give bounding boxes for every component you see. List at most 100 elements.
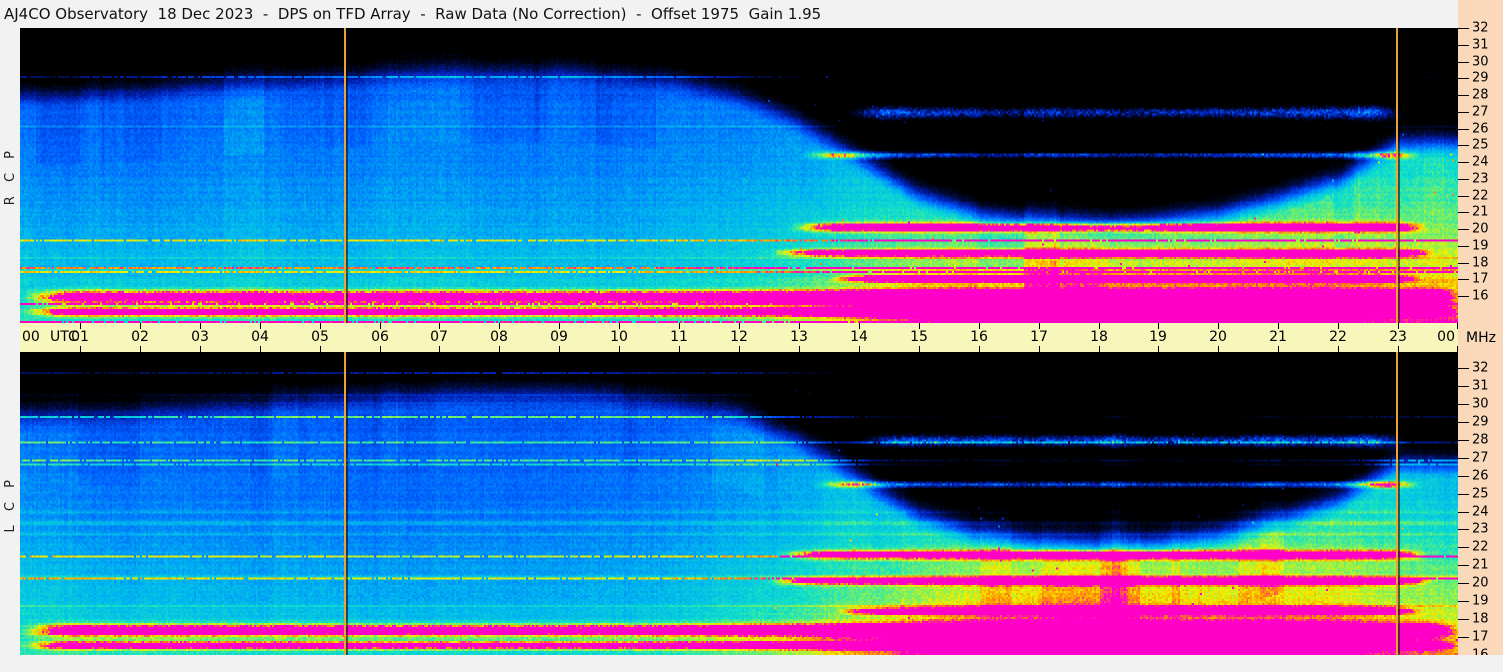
time-axis-label: 17 <box>1030 329 1048 345</box>
frequency-axis-label: 25 <box>1472 137 1489 153</box>
frequency-axis-label: 18 <box>1472 611 1489 627</box>
time-axis-label: 10 <box>610 329 628 345</box>
time-axis-label: 20 <box>1209 329 1227 345</box>
time-axis-label: 02 <box>131 329 149 345</box>
spectrogram-panel-rcp[interactable] <box>20 28 1458 323</box>
time-tick <box>80 323 81 329</box>
frequency-units-label: MHz <box>1466 330 1496 346</box>
time-tick <box>1278 323 1279 329</box>
frequency-tick <box>1458 458 1469 459</box>
time-axis-label: 11 <box>670 329 688 345</box>
frequency-tick <box>1458 476 1469 477</box>
time-tick <box>1457 346 1458 352</box>
time-tick <box>559 323 560 329</box>
time-axis-label: 15 <box>910 329 928 345</box>
time-tick <box>380 346 381 352</box>
frequency-axis-label: 32 <box>1472 20 1489 36</box>
page-title: AJ4CO Observatory 18 Dec 2023 - DPS on T… <box>4 4 822 23</box>
frequency-tick <box>1458 494 1469 495</box>
frequency-axis-label: 24 <box>1472 154 1489 170</box>
frequency-axis-label: 25 <box>1472 486 1489 502</box>
time-tick <box>499 346 500 352</box>
time-tick <box>799 346 800 352</box>
time-axis-label: 13 <box>790 329 808 345</box>
frequency-tick <box>1458 547 1469 548</box>
frequency-tick <box>1458 296 1469 297</box>
frequency-tick <box>1458 212 1469 213</box>
frequency-axis-label: 18 <box>1472 255 1489 271</box>
time-axis-label: 22 <box>1329 329 1347 345</box>
time-tick <box>739 323 740 329</box>
frequency-axis-label: 22 <box>1472 539 1489 555</box>
time-axis-label: 16 <box>970 329 988 345</box>
time-axis-label: 00 <box>22 329 40 345</box>
frequency-tick <box>1458 145 1469 146</box>
frequency-tick <box>1458 619 1469 620</box>
frequency-tick <box>1458 512 1469 513</box>
title-bar: AJ4CO Observatory 18 Dec 2023 - DPS on T… <box>0 0 1503 27</box>
frequency-axis-label: 27 <box>1472 104 1489 120</box>
spectrogram-canvas-rcp[interactable] <box>20 28 1458 323</box>
time-tick <box>1099 346 1100 352</box>
frequency-tick <box>1458 404 1469 405</box>
frequency-axis-label: 17 <box>1472 629 1489 645</box>
time-tick <box>859 323 860 329</box>
frequency-axis-label: 16 <box>1472 288 1489 304</box>
frequency-axis-label: 19 <box>1472 238 1489 254</box>
time-tick <box>200 346 201 352</box>
time-axis-label: 08 <box>490 329 508 345</box>
time-axis-label: 01 <box>71 329 89 345</box>
time-axis[interactable]: 00 01 02 03 04 05 06 07 08 09 10 11 12 13 14 15 16 17 18 19… <box>20 323 1458 352</box>
polarization-label-rcp-text: R C P <box>2 145 18 206</box>
frequency-tick <box>1458 179 1469 180</box>
time-tick <box>260 346 261 352</box>
frequency-tick <box>1458 78 1469 79</box>
frequency-axis-label: 27 <box>1472 450 1489 466</box>
frequency-axis-rcp: 32 31 30 29 28 27 26 25 24 23 22 21 20 19 18 17 16 <box>1458 0 1503 323</box>
frequency-axis-label: 20 <box>1472 575 1489 591</box>
time-tick <box>559 346 560 352</box>
frequency-axis-label: 29 <box>1472 70 1489 86</box>
time-tick <box>320 346 321 352</box>
frequency-tick <box>1458 386 1469 387</box>
frequency-axis-label: 22 <box>1472 188 1489 204</box>
frequency-tick <box>1458 28 1469 29</box>
time-tick <box>439 323 440 329</box>
time-tick <box>140 323 141 329</box>
spectrogram-panel-lcp[interactable] <box>20 352 1458 655</box>
frequency-tick <box>1458 129 1469 130</box>
frequency-tick <box>1458 601 1469 602</box>
time-tick <box>1039 346 1040 352</box>
time-axis-label: 04 <box>251 329 269 345</box>
time-axis-label: 00 <box>1437 329 1455 345</box>
time-tick <box>80 346 81 352</box>
frequency-axis-label: 17 <box>1472 271 1489 287</box>
spectrogram-canvas-lcp[interactable] <box>20 352 1458 655</box>
frequency-axis-label: 20 <box>1472 221 1489 237</box>
time-tick <box>1039 323 1040 329</box>
frequency-tick <box>1458 279 1469 280</box>
time-tick <box>1398 346 1399 352</box>
time-axis-label: 09 <box>550 329 568 345</box>
time-tick <box>140 346 141 352</box>
time-tick <box>799 323 800 329</box>
frequency-axis-label: 21 <box>1472 557 1489 573</box>
frequency-tick <box>1458 368 1469 369</box>
time-tick <box>439 346 440 352</box>
frequency-axis-label: 26 <box>1472 468 1489 484</box>
frequency-axis-label: 31 <box>1472 378 1489 394</box>
frequency-tick <box>1458 162 1469 163</box>
time-axis-label: 07 <box>430 329 448 345</box>
frequency-axis-label: 28 <box>1472 432 1489 448</box>
time-tick <box>1457 323 1458 329</box>
time-tick <box>619 346 620 352</box>
time-units-label: UTC <box>50 329 78 345</box>
time-axis-label: 03 <box>191 329 209 345</box>
time-tick <box>1278 346 1279 352</box>
frequency-tick <box>1458 422 1469 423</box>
frequency-axis-label: 28 <box>1472 87 1489 103</box>
time-axis-label: 06 <box>371 329 389 345</box>
time-axis-label: 05 <box>311 329 329 345</box>
